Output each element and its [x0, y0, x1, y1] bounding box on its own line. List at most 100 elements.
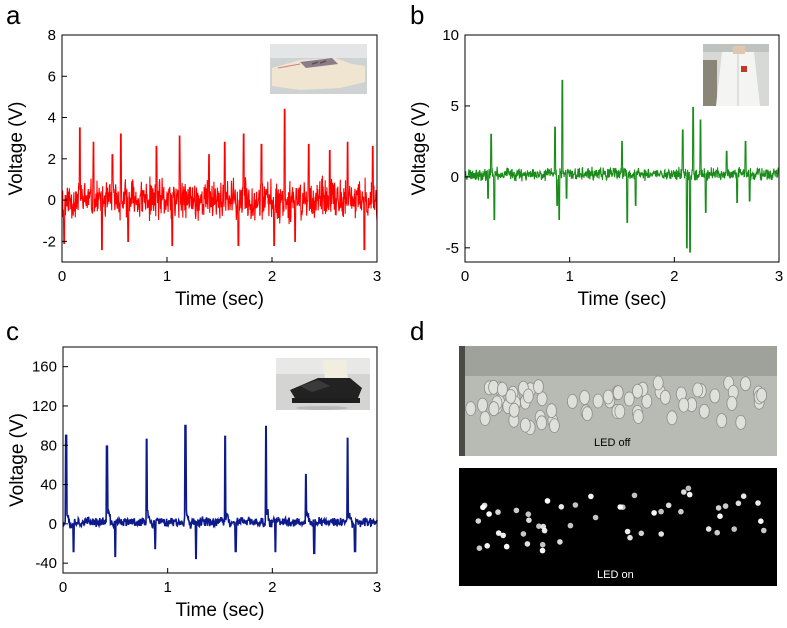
led-light [592, 514, 599, 521]
led-light [503, 543, 510, 550]
led-bulb [522, 388, 534, 404]
led-light [631, 492, 638, 499]
led-bulb [496, 381, 508, 397]
led-light [524, 541, 531, 547]
led-light [526, 517, 532, 523]
y-tick-label: 160 [32, 359, 57, 376]
x-tick-label: 0 [58, 268, 66, 285]
led-light [717, 513, 723, 519]
led-light [665, 502, 672, 509]
x-tick-label: 1 [163, 579, 171, 596]
led-bulb [652, 375, 664, 391]
y-axis-title: Voltage (V) [409, 102, 430, 196]
led-bulb [678, 397, 690, 413]
x-tick-label: 0 [461, 268, 469, 285]
panel-letter-a: a [6, 0, 21, 30]
led-bulb [536, 415, 548, 431]
led-light [620, 504, 626, 511]
led-light [731, 526, 737, 532]
led-bulb [477, 397, 488, 413]
led-off-photo: LED off [459, 346, 777, 456]
led-bulb [488, 379, 500, 395]
led-light [567, 522, 574, 529]
led-bulb [698, 403, 710, 419]
led-light [705, 526, 712, 532]
led-light [755, 500, 761, 506]
led-bulb [602, 389, 614, 405]
led-light [714, 529, 720, 536]
led-bulb [546, 403, 557, 419]
led-light [624, 528, 631, 535]
shoe-photo-inset [276, 358, 370, 410]
led-light [638, 530, 645, 537]
led-bulb [735, 414, 747, 430]
y-tick-label: 5 [451, 98, 459, 115]
led-light [588, 493, 594, 500]
led-light [658, 531, 664, 537]
led-bulb [508, 402, 520, 418]
led-light [495, 530, 502, 536]
x-tick-label: 3 [775, 268, 783, 285]
y-tick-label: -2 [43, 233, 56, 250]
led-light [539, 541, 546, 548]
led-on-label: LED on [597, 569, 634, 581]
led-light [536, 523, 542, 529]
x-tick-label: 0 [59, 579, 67, 596]
led-light [735, 500, 742, 507]
led-bulb [692, 382, 704, 398]
y-tick-label: 0 [48, 192, 56, 209]
x-axis-title: Time (sec) [175, 289, 264, 310]
x-axis-title: Time (sec) [175, 600, 264, 621]
x-axis-title: Time (sec) [577, 289, 666, 310]
led-light [544, 498, 551, 504]
led-light [484, 543, 491, 549]
x-tick-label: 3 [373, 579, 381, 596]
y-tick-label: 0 [49, 516, 57, 533]
led-light [513, 507, 520, 514]
led-bulb [740, 376, 751, 392]
led-light [761, 527, 767, 534]
led-light [481, 502, 488, 509]
series-line-b [464, 79, 780, 253]
x-tick-label: 2 [268, 579, 276, 596]
plot-frame-b [464, 34, 780, 263]
y-axis-title: Voltage (V) [6, 102, 27, 196]
panel-letter-c: c [6, 316, 19, 346]
y-tick-label: 80 [40, 437, 57, 454]
led-light [525, 511, 532, 517]
panel-letter-d: d [410, 316, 424, 346]
y-tick-label: 4 [48, 110, 56, 127]
led-bulb [632, 409, 644, 424]
led-light [627, 534, 633, 541]
led-bulb [716, 413, 728, 429]
x-tick-label: 1 [163, 268, 171, 285]
led-light [740, 493, 747, 500]
y-tick-label: 2 [48, 151, 56, 168]
x-tick-label: 2 [268, 268, 276, 285]
led-bulb [549, 418, 560, 434]
led-bulb [505, 388, 517, 404]
led-bulb [614, 404, 626, 419]
led-light [715, 505, 722, 511]
led-light [486, 511, 492, 517]
led-bulb [756, 387, 767, 403]
led-bulb [592, 393, 604, 409]
x-tick-label: 3 [373, 268, 381, 285]
y-tick-label: 6 [48, 68, 56, 85]
y-tick-label: 120 [32, 398, 57, 415]
led-light [500, 532, 507, 539]
led-bulb [581, 406, 593, 422]
led-light [476, 545, 483, 551]
series-line-c [62, 424, 378, 560]
led-light [475, 518, 482, 524]
plot-frame-c [62, 346, 378, 574]
panel-letter-b: b [410, 0, 424, 30]
lab-coat-photo-inset [703, 44, 769, 106]
led-bulb [666, 410, 678, 426]
chart-a: 0 1 2 3 -2 0 2 4 6 8 Time (sec) Voltage (V) [6, 27, 381, 310]
led-bulb [579, 390, 590, 405]
led-light [686, 491, 693, 498]
